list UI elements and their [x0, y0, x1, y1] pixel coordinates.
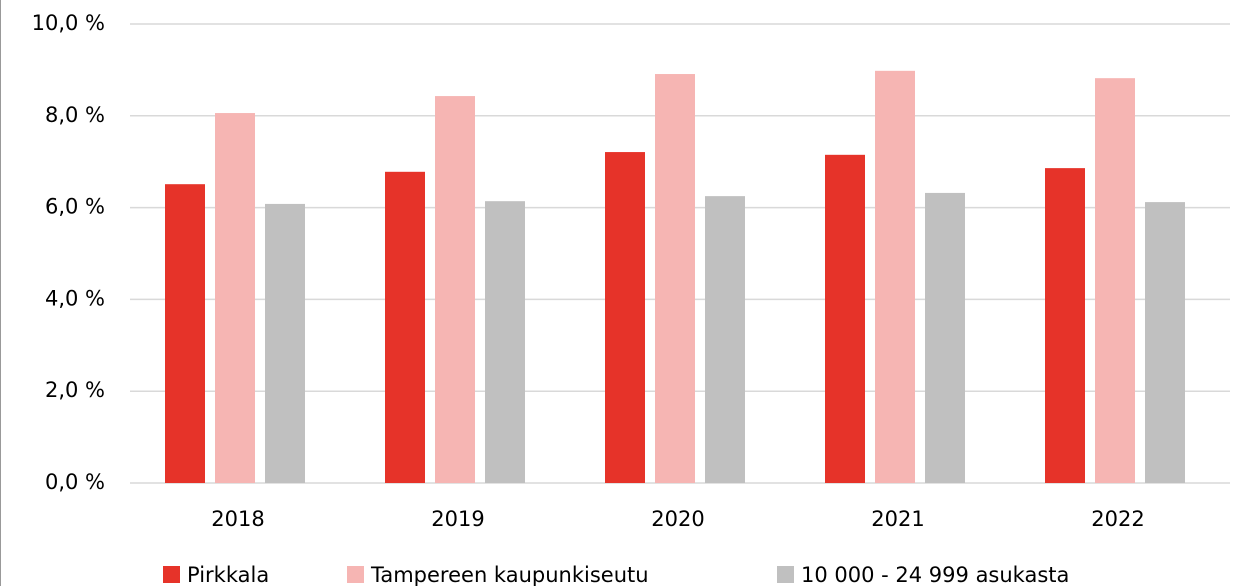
legend-swatch [777, 566, 794, 583]
legend-label: Tampereen kaupunkiseutu [370, 563, 649, 586]
bar [875, 70, 915, 484]
x-tick-label: 2019 [431, 507, 484, 531]
y-tick-label: 4,0 % [45, 286, 105, 310]
legend-swatch [347, 566, 364, 583]
bar [605, 152, 645, 483]
bar [485, 201, 525, 483]
y-tick-label: 8,0 % [45, 103, 105, 127]
bar [825, 154, 865, 483]
bar [435, 96, 475, 484]
y-tick-label: 10,0 % [32, 11, 105, 35]
x-tick-label: 2021 [871, 507, 924, 531]
x-tick-label: 2018 [211, 507, 264, 531]
legend-label: 10 000 - 24 999 asukasta [801, 563, 1069, 586]
bar [705, 196, 745, 483]
bar [655, 74, 695, 483]
bar [1045, 168, 1085, 483]
bar [1095, 78, 1135, 484]
bar [1145, 202, 1185, 484]
y-tick-label: 6,0 % [45, 195, 105, 219]
bar [265, 203, 305, 484]
bar [925, 192, 965, 484]
bar [385, 171, 425, 483]
y-tick-label: 2,0 % [45, 378, 105, 402]
x-tick-label: 2022 [1091, 507, 1144, 531]
bar [165, 184, 205, 484]
x-tick-label: 2020 [651, 507, 704, 531]
y-tick-label: 0,0 % [45, 470, 105, 494]
bar [215, 113, 255, 484]
legend-label: Pirkkala [187, 563, 269, 586]
legend-swatch [163, 566, 180, 583]
